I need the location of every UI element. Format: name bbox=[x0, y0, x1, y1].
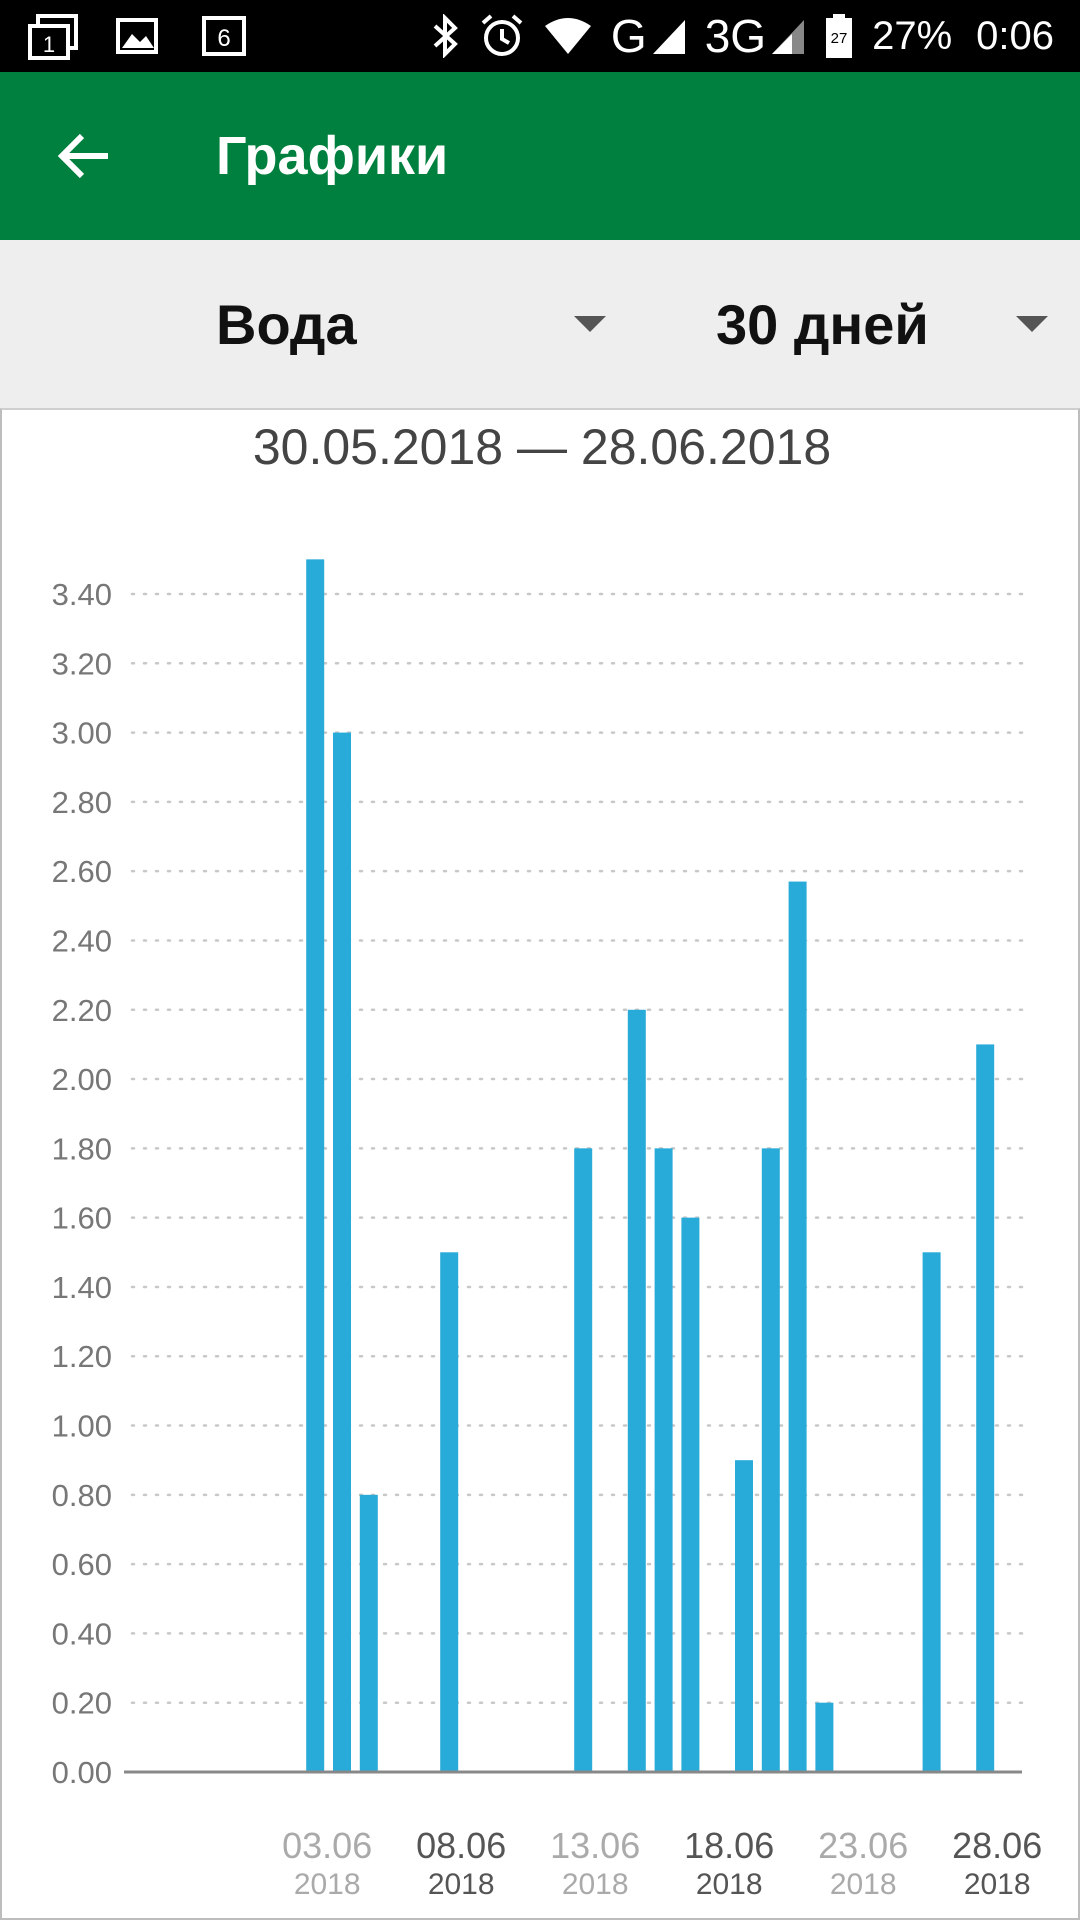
signal-icon bbox=[651, 16, 687, 56]
x-tick-year: 2018 bbox=[428, 1868, 495, 1901]
notif-badge-3: 6 bbox=[217, 25, 230, 52]
battery-icon: 27 bbox=[824, 13, 854, 59]
network-g-label: G bbox=[610, 10, 647, 62]
app-bar: Графики bbox=[0, 72, 1080, 240]
water-bar-chart: 0.00 0.20 0.40 0.60 0.80 1.00 1.20 1.40 1.60 1.80… bbox=[52, 559, 1042, 1901]
bar-17.06 bbox=[681, 1217, 700, 1772]
back-button[interactable] bbox=[40, 112, 128, 200]
alarm-icon bbox=[479, 13, 525, 59]
x-tick-day: 13.06 bbox=[550, 1825, 640, 1866]
bar-03.06 bbox=[306, 559, 325, 1772]
y-tick-label: 3.20 bbox=[52, 646, 112, 681]
filter-bar: Вода 30 дней bbox=[0, 240, 1080, 408]
chart-card: 30.05.2018 — 28.06.2018 0.00 0.20 0.40 0.60… bbox=[0, 408, 1080, 1920]
six-box-icon: 6 bbox=[200, 14, 248, 58]
x-tick-year: 2018 bbox=[562, 1868, 629, 1901]
y-tick-label: 2.40 bbox=[52, 923, 112, 958]
y-tick-label: 2.80 bbox=[52, 785, 112, 820]
x-tick-day: 03.06 bbox=[282, 1825, 372, 1866]
back-arrow-icon bbox=[57, 133, 108, 179]
x-tick-day: 08.06 bbox=[416, 1825, 506, 1866]
bar-19.06 bbox=[735, 1460, 753, 1772]
y-tick-label: 2.20 bbox=[52, 993, 112, 1028]
y-tick-label: 0.20 bbox=[52, 1686, 112, 1721]
bar-08.06 bbox=[440, 1252, 459, 1772]
dropdown-arrow-icon bbox=[574, 316, 606, 332]
y-tick-label: 0.40 bbox=[52, 1616, 112, 1651]
bluetooth-icon bbox=[431, 14, 461, 58]
network-3g-label: 3G bbox=[704, 10, 767, 62]
period-dropdown[interactable]: 30 дней bbox=[620, 240, 1080, 408]
wifi-icon bbox=[543, 16, 593, 56]
image-icon bbox=[114, 14, 162, 58]
metric-dropdown-label: Вода bbox=[216, 292, 357, 356]
date-range-label: 30.05.2018 — 28.06.2018 bbox=[252, 419, 832, 475]
x-tick-day: 23.06 bbox=[818, 1825, 908, 1866]
y-tick-label: 1.20 bbox=[52, 1339, 112, 1374]
signal-icon-2 bbox=[770, 16, 806, 56]
x-tick-year: 2018 bbox=[294, 1868, 361, 1901]
x-tick-year: 2018 bbox=[964, 1868, 1031, 1901]
tab-count-icon: 1 bbox=[28, 14, 78, 60]
battery-level-label: 27 bbox=[831, 30, 848, 47]
y-tick-label: 3.00 bbox=[52, 716, 112, 751]
y-tick-label: 1.00 bbox=[52, 1409, 112, 1444]
bar-16.06 bbox=[654, 1148, 673, 1772]
y-tick-label: 1.60 bbox=[52, 1201, 112, 1236]
period-dropdown-label: 30 дней bbox=[716, 292, 929, 356]
x-tick-day: 28.06 bbox=[952, 1825, 1042, 1866]
clock: 0:06 bbox=[976, 13, 1054, 58]
status-bar: 1 6 G 3G bbox=[0, 0, 1080, 72]
y-tick-label: 3.40 bbox=[52, 577, 112, 612]
bar-20.06 bbox=[761, 1148, 780, 1772]
metric-dropdown[interactable]: Вода bbox=[0, 240, 620, 408]
x-tick-year: 2018 bbox=[830, 1868, 897, 1901]
bar-22.06 bbox=[815, 1702, 834, 1772]
y-tick-label: 2.00 bbox=[52, 1062, 112, 1097]
y-tick-label: 0.60 bbox=[52, 1547, 112, 1582]
bar-28.06 bbox=[976, 1044, 995, 1772]
dropdown-arrow-icon bbox=[1016, 316, 1048, 332]
y-tick-label: 0.80 bbox=[52, 1478, 112, 1513]
bar-04.06 bbox=[333, 732, 351, 1772]
y-tick-label: 1.80 bbox=[52, 1131, 112, 1166]
x-tick-year: 2018 bbox=[696, 1868, 763, 1901]
bar-13.06 bbox=[574, 1148, 593, 1772]
y-tick-label: 2.60 bbox=[52, 854, 112, 889]
bar-05.06 bbox=[359, 1494, 378, 1772]
bar-26.06 bbox=[922, 1252, 941, 1772]
y-tick-label: 0.00 bbox=[52, 1755, 112, 1790]
page-title: Графики bbox=[216, 126, 449, 186]
notif-badge-1: 1 bbox=[43, 32, 55, 57]
x-tick-day: 18.06 bbox=[684, 1825, 774, 1866]
bar-21.06 bbox=[788, 881, 807, 1772]
battery-percent: 27% bbox=[872, 13, 953, 58]
bar-15.06 bbox=[627, 1009, 646, 1772]
y-tick-label: 1.40 bbox=[52, 1270, 112, 1305]
